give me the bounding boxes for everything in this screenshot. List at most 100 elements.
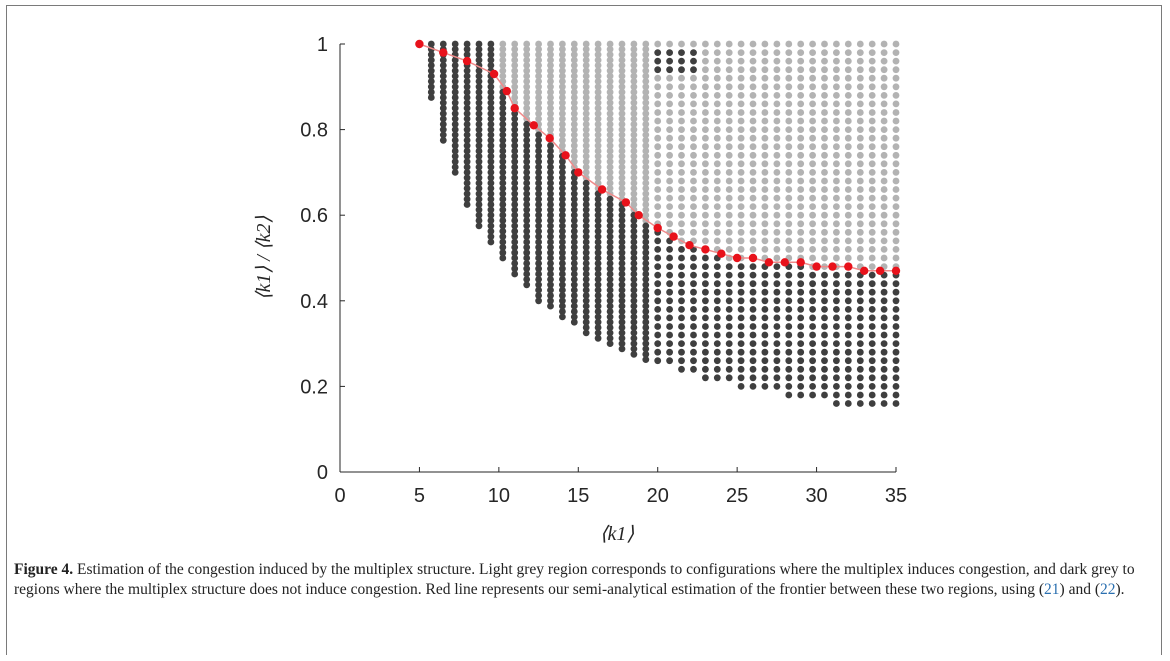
data-point [761,92,769,99]
data-point [821,220,828,228]
data-point [702,74,709,82]
data-point [809,297,816,305]
data-point [570,99,578,107]
data-point [427,56,435,64]
data-point [833,306,840,313]
data-point [797,177,805,185]
data-point [856,109,864,116]
data-point [844,66,852,74]
data-point [761,134,769,142]
data-point [630,115,638,123]
data-point [737,306,745,313]
data-point [797,323,805,330]
data-point [844,117,852,125]
data-point [844,49,852,56]
data-point [856,340,864,347]
data-point [618,345,626,353]
data-point [547,233,554,241]
data-point [642,276,650,283]
data-point [523,120,531,128]
data-point [749,246,757,253]
data-point [511,51,519,59]
data-point [821,246,828,253]
data-point [618,292,626,299]
data-point [868,74,876,82]
data-point [844,203,852,211]
data-point [868,117,876,125]
data-point [630,227,638,235]
data-point [463,99,471,107]
data-point [678,357,685,365]
data-point [499,169,507,176]
data-point [797,357,805,365]
data-point [475,147,483,155]
data-point [523,174,531,182]
data-point [666,126,673,133]
data-point [785,151,793,159]
data-point [559,40,566,48]
data-point [463,169,471,176]
data-point [821,203,828,211]
data-point [737,211,745,219]
data-point [654,151,662,159]
data-point [618,40,626,48]
data-point [749,117,757,125]
data-point [702,280,709,288]
data-point [570,286,578,294]
data-point [773,74,781,82]
data-point [582,286,590,294]
data-point [523,88,531,96]
data-point [856,160,864,168]
data-point [892,340,900,347]
data-point [570,158,578,166]
data-point [451,88,459,96]
data-point [523,201,531,208]
data-point [618,131,626,139]
data-point [713,194,721,202]
data-point [702,271,709,279]
data-point [892,297,900,305]
data-point [618,227,626,235]
data-point [892,280,900,288]
data-point [606,104,614,112]
data-point [833,143,840,151]
data-point [582,40,590,48]
equation-ref-22[interactable]: 22 [1099,581,1116,598]
data-point [737,288,745,296]
frontier-series [415,39,901,275]
data-point [702,126,709,133]
data-point [618,78,626,85]
data-point [594,318,602,326]
data-point [559,179,566,187]
data-point [749,271,757,279]
data-point [821,254,828,262]
y-axis-label: ⟨k1⟩ / ⟨k2⟩ [253,216,275,301]
frontier-point [891,266,901,275]
data-point [713,357,721,365]
data-point [880,169,888,176]
data-point [666,297,673,305]
data-point [582,211,590,219]
data-point [690,211,697,219]
data-point [761,280,769,288]
data-point [773,288,781,296]
data-point [475,72,483,80]
data-point [559,217,566,224]
data-point [523,51,531,59]
data-point [487,45,495,53]
data-point [594,329,602,337]
data-point [761,100,769,108]
frontier-point [653,223,662,233]
data-point [570,56,578,64]
data-point [737,186,745,193]
equation-ref-21[interactable]: 21 [1044,581,1060,598]
data-point [642,334,650,342]
data-point [475,110,483,117]
data-point [618,206,626,214]
data-point [833,177,840,185]
x-tick-label: 30 [805,485,827,507]
data-point [463,110,471,117]
data-point [606,174,614,182]
data-point [666,92,673,99]
data-point [678,134,685,142]
